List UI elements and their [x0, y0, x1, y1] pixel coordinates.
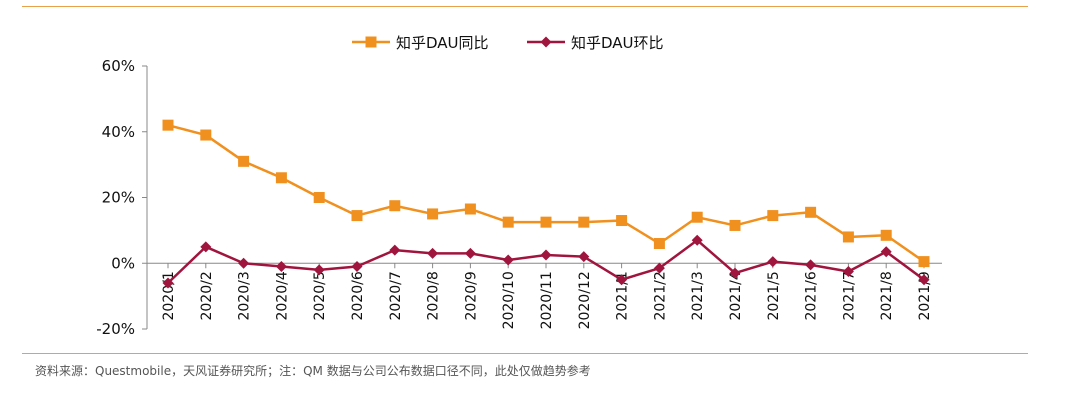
x-tick-label: 2021/5 [766, 271, 782, 320]
data-point-square [427, 208, 439, 220]
data-point-square [805, 206, 817, 218]
x-tick-label: 2020/4 [274, 271, 290, 320]
data-point-diamond [162, 277, 174, 289]
x-tick-label: 2020/2 [199, 271, 215, 320]
data-point-diamond [729, 267, 741, 279]
data-point-diamond [691, 234, 703, 246]
data-point-diamond [200, 241, 212, 253]
x-tick-label: 2021/1 [615, 271, 631, 320]
data-point-square [918, 256, 930, 268]
x-tick-label: 2021/4 [728, 271, 744, 320]
data-point-diamond [842, 265, 854, 277]
data-point-diamond [767, 256, 779, 268]
data-point-square [275, 172, 287, 184]
data-point-diamond [464, 247, 476, 259]
series-layer [162, 119, 930, 289]
legend-marker-square [365, 36, 377, 48]
data-point-diamond [502, 254, 514, 266]
data-point-diamond [616, 274, 628, 286]
series-1 [162, 119, 930, 268]
data-point-square [389, 200, 401, 212]
y-tick-label: 20% [102, 189, 135, 207]
x-tick-label: 2021/6 [804, 271, 820, 320]
y-tick-label: 40% [102, 123, 135, 141]
legend-item: 知乎DAU环比 [527, 34, 664, 52]
line-chart: 知乎DAU同比 知乎DAU环比 -20%0%20%40%60% 2020/1 202… [96, 34, 942, 338]
data-point-square [691, 211, 703, 223]
data-point-diamond [313, 264, 325, 276]
series-line [167, 123, 925, 263]
data-point-diamond [275, 261, 287, 273]
source-note: 资料来源：Questmobile，天风证券研究所；注：QM 数据与公司公布数据口… [35, 364, 591, 378]
y-axis: -20% 0% 20% 40% 60% [96, 57, 148, 338]
y-tick-label: 60% [102, 57, 135, 75]
legend: 知乎DAU同比 知乎DAU环比 [352, 34, 664, 52]
x-tick-label: 2020/11 [539, 271, 555, 329]
legend-item: 知乎DAU同比 [352, 34, 489, 52]
data-point-square [313, 192, 325, 203]
data-point-diamond [805, 259, 817, 271]
x-tick-label: 2020/10 [501, 271, 517, 329]
data-point-diamond [578, 251, 590, 263]
data-point-diamond [427, 247, 439, 259]
x-tick-label: 2020/7 [388, 271, 404, 320]
x-tick-label: 2020/8 [426, 271, 442, 320]
data-point-square [351, 210, 363, 222]
y-tick-label: 0% [111, 254, 135, 272]
x-tick-label: 2021/7 [841, 271, 857, 320]
data-point-diamond [351, 261, 363, 273]
data-point-square [842, 231, 854, 243]
x-tick-label: 2020/9 [463, 271, 479, 320]
y-tick-label: -20% [96, 320, 135, 338]
data-point-square [578, 216, 590, 228]
data-point-square [464, 203, 476, 215]
data-point-square [880, 229, 892, 241]
x-tick-label: 2021/8 [879, 271, 895, 320]
x-tick-label: 2021/3 [690, 271, 706, 320]
data-point-square [502, 216, 514, 228]
data-point-diamond [880, 246, 892, 258]
data-point-diamond [389, 244, 401, 256]
data-point-square [729, 219, 741, 231]
data-point-square [767, 210, 779, 222]
data-point-square [540, 216, 552, 228]
x-tick-label: 2020/5 [312, 271, 328, 320]
data-point-square [616, 215, 628, 227]
legend-marker-diamond [540, 36, 552, 48]
data-point-diamond [653, 262, 665, 274]
x-tick-label: 2020/12 [577, 271, 593, 329]
data-point-square [200, 129, 212, 141]
x-tick-label: 2020/6 [350, 271, 366, 320]
top-divider [22, 6, 1028, 7]
data-point-diamond [238, 257, 250, 269]
data-point-diamond [918, 274, 930, 286]
series-2 [162, 234, 930, 289]
data-point-diamond [540, 249, 552, 261]
x-tick-label: 2021/9 [917, 271, 933, 320]
x-axis: 2020/1 2020/2 2020/3 2020/4 2020/5 2020/6 2020… [147, 262, 942, 329]
data-point-square [162, 119, 174, 131]
legend-label: 知乎DAU同比 [396, 34, 489, 52]
legend-label: 知乎DAU环比 [571, 34, 664, 52]
x-tick-label: 2021/2 [652, 271, 668, 320]
bottom-divider [22, 353, 1028, 354]
x-tick-label: 2020/3 [237, 271, 253, 320]
data-point-square [653, 238, 665, 250]
data-point-square [238, 155, 250, 167]
